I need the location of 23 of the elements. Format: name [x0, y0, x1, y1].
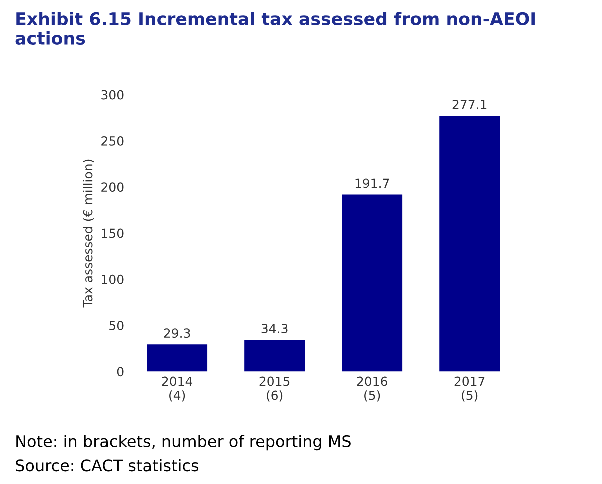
bar: [147, 344, 208, 372]
x-tick-label: 2014 (4): [162, 376, 193, 402]
y-tick-label: 200: [102, 182, 124, 192]
x-tick-label: 2016 (5): [357, 376, 388, 402]
data-label: 34.3: [262, 324, 288, 334]
text: Note: in brackets, number of reporting MS: [16, 435, 351, 451]
bar: [342, 194, 403, 372]
source-note: Source: CACT statistics: [16, 459, 199, 472]
y-tick-label: 100: [102, 274, 124, 284]
data-label: 277.1: [452, 100, 487, 110]
y-tick-label: 150: [102, 228, 124, 238]
chart-title: Exhibit 6.15 Incremental tax assessed from non-AEOI actions: [16, 12, 535, 45]
y-tick-label: 300: [102, 90, 124, 100]
data-label: 29.3: [164, 328, 190, 338]
y-tick-label: 0: [117, 367, 124, 377]
data-label: 191.7: [356, 178, 390, 188]
x-tick-label: 2015 (6): [260, 376, 290, 402]
y-axis-title: Tax assessed (€ million): [83, 160, 94, 308]
y-tick-label: 250: [102, 136, 124, 146]
bar: [244, 340, 306, 372]
y-tick-label: 50: [110, 321, 124, 330]
bar: [440, 116, 500, 372]
x-tick-label: 2017 (5): [454, 376, 485, 402]
